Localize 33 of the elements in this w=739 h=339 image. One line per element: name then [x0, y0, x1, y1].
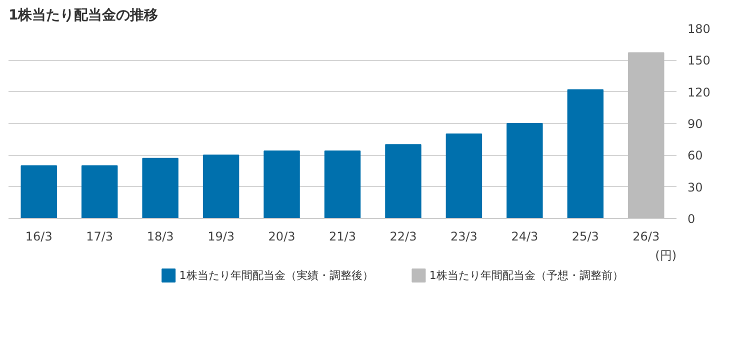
x-tick-label: 24/3 — [511, 230, 538, 244]
y-tick-label: 60 — [688, 148, 703, 163]
x-tick-label: 25/3 — [572, 230, 599, 244]
x-tick-label: 21/3 — [329, 230, 356, 244]
text: (円) — [655, 248, 677, 262]
bar — [81, 165, 118, 218]
x-tick-label: 16/3 — [25, 230, 52, 244]
bar — [385, 144, 422, 218]
x-tick-label: 17/3 — [86, 230, 114, 244]
bar — [628, 52, 664, 218]
bar — [446, 134, 482, 218]
bar — [506, 123, 543, 218]
legend-label: 1株当たり年間配当金（実績・調整後） — [179, 269, 374, 282]
x-tick-label: 20/3 — [268, 230, 296, 244]
y-tick-label: 90 — [688, 117, 703, 131]
bar — [264, 150, 300, 218]
x-tick-label: 26/3 — [632, 230, 660, 244]
x-tick-label: 23/3 — [450, 230, 478, 244]
x-tick-label: 18/3 — [146, 230, 174, 244]
bar — [202, 154, 240, 218]
y-tick-label: 120 — [688, 85, 710, 100]
bar — [324, 150, 361, 218]
chart-title: 1株当たり配当金の推移 — [8, 8, 158, 24]
x-tick-label: 22/3 — [390, 230, 417, 244]
bar — [20, 165, 57, 218]
bar — [142, 158, 178, 218]
x-tick-label: 19/3 — [208, 230, 235, 244]
y-tick-label: 150 — [688, 54, 710, 68]
y-tick-label: 180 — [688, 22, 710, 36]
legend-label: 1株当たり年間配当金（予想・調整前） — [429, 269, 624, 282]
y-tick-label: 30 — [688, 180, 703, 194]
bar — [567, 89, 604, 218]
y-tick-label: 0 — [688, 212, 696, 226]
